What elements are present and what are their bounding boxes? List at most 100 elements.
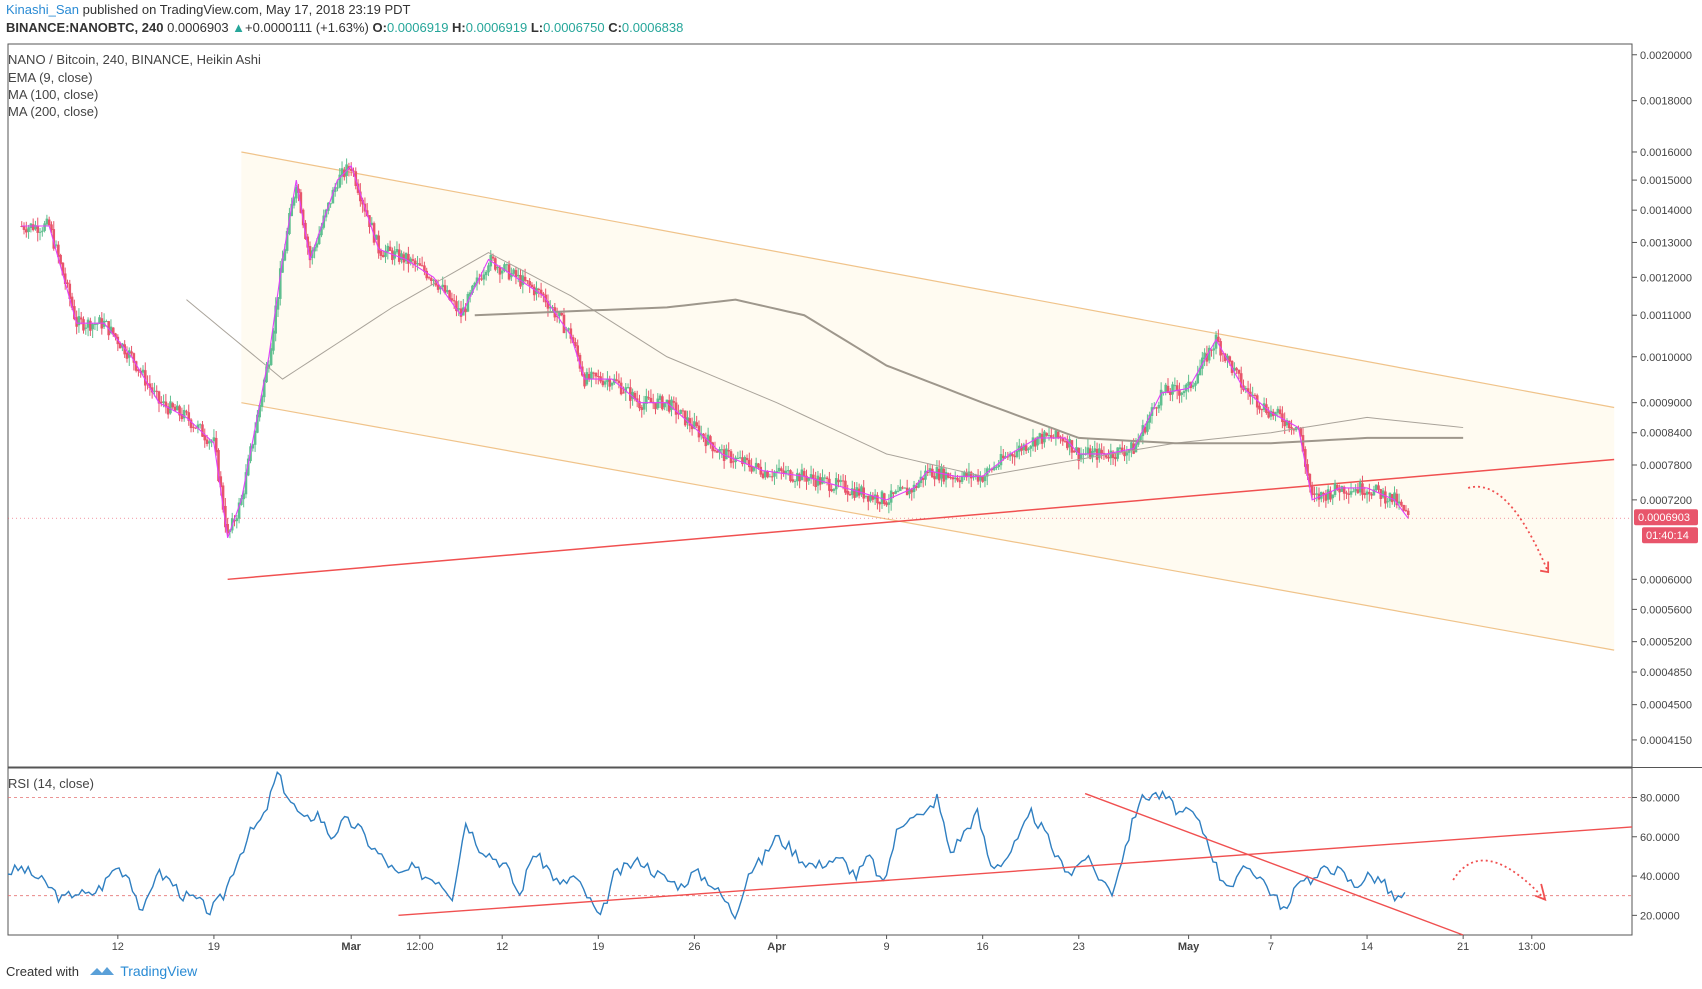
candle-body [1331,494,1335,499]
rsi-rising-trendline[interactable] [398,826,1633,917]
candle-body [336,187,339,189]
time-tick-label: 19 [208,941,220,953]
open-value: 0.0006919 [386,20,449,35]
candle-body [926,472,930,474]
candle-body [157,391,161,404]
candle-body [43,223,46,231]
price-tick-label: 0.0015000 [1640,175,1692,187]
candle-body [1338,488,1341,493]
candle-body [375,234,378,240]
candle-body [741,457,744,465]
candle-body [1191,385,1195,388]
candle-body [1276,408,1280,413]
candle-body [766,471,769,478]
candle-body [1333,483,1337,496]
candle-body [1303,449,1307,467]
candle-body [583,374,586,387]
candle-body [260,395,264,407]
candle-body [764,470,767,478]
candle-body [391,250,394,261]
support-trendline[interactable] [227,458,1615,581]
candle-body [855,487,859,497]
candle-body [894,491,898,494]
candle-body [452,300,456,302]
candle-body [36,225,40,233]
candle-body [681,410,685,412]
candle-body [198,424,202,426]
candle-body [601,380,605,386]
candle-body [217,450,220,482]
candle-body [1061,437,1065,442]
candle-body [626,387,630,389]
candle-body [219,476,223,488]
change-up-icon: ▲ [232,20,246,35]
candle-body [1400,501,1403,506]
candle-body [1299,427,1303,437]
created-with-label: Created with [6,964,79,979]
candle-body [542,293,545,295]
candle-body [109,326,113,334]
candle-body [558,312,561,317]
candle-body [750,466,753,472]
candle-body [551,307,554,309]
price-tick-label: 0.0004150 [1640,735,1692,747]
candle-body [834,478,838,490]
candle-body [505,264,509,266]
candle-body [1066,440,1069,449]
candle-body [95,323,99,325]
candle-body [1013,455,1017,458]
candle-body [915,485,918,489]
candle-body [242,493,245,500]
ema9-line [21,164,1409,538]
channel-upper-line[interactable] [241,151,1615,409]
candle-body [150,387,154,393]
open-label: O: [372,20,387,35]
candle-body [528,281,531,286]
candle-body [759,466,763,475]
ma100-line [186,252,1464,477]
tradingview-brand[interactable]: TradingView [120,963,198,979]
candle-body [814,478,817,487]
candle-body [164,401,168,408]
candle-body [52,229,56,249]
candle-body [949,477,952,479]
candle-body [41,230,44,232]
time-tick-label: 12 [496,941,508,953]
candle-body [1233,367,1236,372]
candle-body [674,402,678,415]
candle-body [743,457,747,464]
candle-body [1285,420,1289,426]
candle-body [928,468,932,473]
candle-body [111,327,115,335]
candle-body [1146,421,1149,432]
candle-body [715,451,719,453]
author-link[interactable]: Kinashi_San [6,2,79,17]
time-tick-label: 21 [1457,941,1469,953]
rsi-falling-trendline[interactable] [1084,792,1464,936]
candle-body [514,270,518,278]
candle-body [711,442,714,452]
candle-body [1182,391,1186,394]
candle-body [871,495,875,500]
candle-body [718,449,721,453]
candle-body [370,222,374,226]
candle-body [1260,408,1264,411]
candle-body [1258,405,1261,410]
candle-body [93,323,97,325]
candle-body [31,224,35,231]
candle-body [1203,352,1206,360]
candle-body [1384,491,1387,504]
candle-body [224,505,227,528]
footer: Created with TradingView [6,963,197,979]
candle-body [706,434,710,445]
candle-body [445,290,449,292]
candle-body [590,371,593,379]
channel-lower-line[interactable] [241,402,1615,651]
candle-body [281,258,284,273]
ma200-legend: MA (200, close) [8,104,99,119]
candle-body [166,406,170,415]
candle-body [885,502,888,506]
candle-body [143,370,147,386]
candle-body [576,345,580,357]
